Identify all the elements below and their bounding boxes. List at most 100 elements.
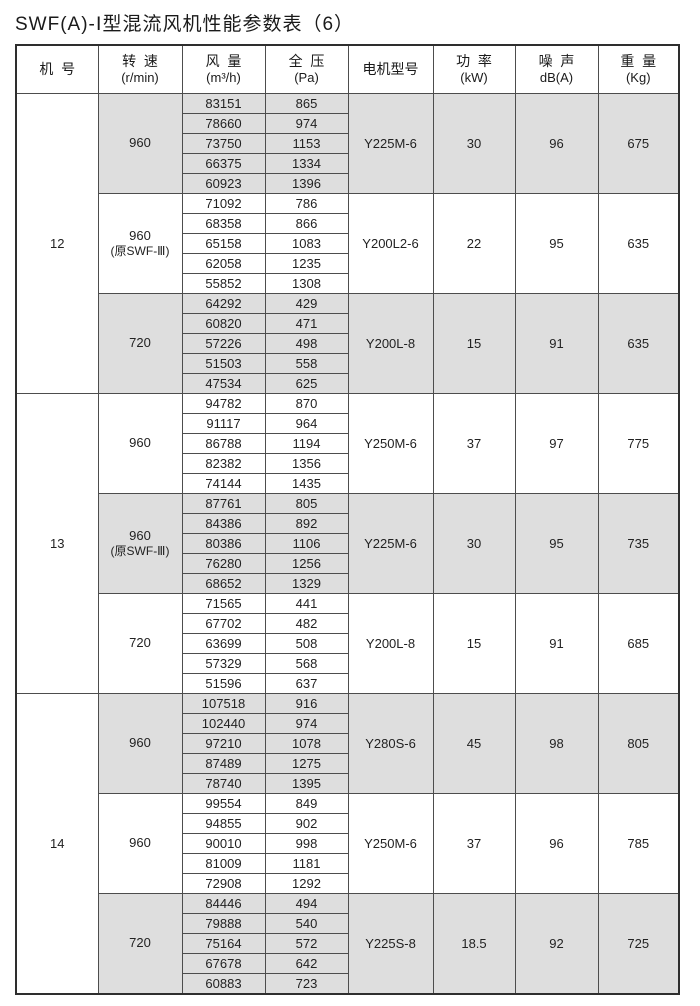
pressure-cell: 964 bbox=[264, 412, 349, 434]
table-row: 97210 1078 bbox=[16, 732, 679, 754]
air-volume-cell: 68358 bbox=[181, 212, 266, 234]
header-unit: (Kg) bbox=[625, 69, 651, 85]
pressure-cell: 625 bbox=[264, 372, 349, 394]
speed-value: 960 bbox=[129, 228, 151, 243]
pressure-cell: 866 bbox=[264, 212, 349, 234]
table-row: 720 64292 429 Y200L-8 15 91 635 bbox=[16, 292, 680, 394]
power-cell: 18.5 bbox=[432, 892, 516, 994]
table-row: 960 99554 849 Y250M-6 37 96 785 bbox=[16, 792, 680, 894]
power-cell: 15 bbox=[432, 292, 516, 394]
table-row: 51596 637 bbox=[16, 672, 679, 694]
speed-cell: 960 bbox=[97, 692, 183, 794]
air-volume-cell: 87761 bbox=[181, 492, 266, 514]
header-label: 机 号 bbox=[39, 60, 76, 77]
air-volume-cell: 47534 bbox=[181, 372, 266, 394]
speed-cell: 720 bbox=[97, 592, 183, 694]
pressure-cell: 1106 bbox=[264, 532, 349, 554]
pressure-cell: 902 bbox=[264, 812, 349, 834]
air-volume-cell: 78740 bbox=[181, 772, 266, 794]
air-volume-cell: 84386 bbox=[181, 512, 266, 534]
table-row: 84386 892 bbox=[16, 512, 679, 534]
noise-cell: 98 bbox=[514, 692, 599, 794]
column-header-air-volume: 风 量 (m³/h) bbox=[181, 44, 266, 94]
table-row: 79888 540 bbox=[16, 912, 679, 934]
air-volume-cell: 74144 bbox=[181, 472, 266, 494]
pressure-cell: 974 bbox=[264, 712, 349, 734]
air-volume-cell: 60820 bbox=[181, 312, 266, 334]
noise-cell: 91 bbox=[514, 292, 599, 394]
pressure-cell: 1308 bbox=[264, 272, 349, 294]
header-unit: (r/min) bbox=[121, 69, 159, 85]
weight-cell: 685 bbox=[597, 592, 680, 694]
speed-value: 960 bbox=[129, 735, 151, 750]
table-row: 78660 974 bbox=[16, 112, 679, 134]
motor-model-cell: Y200L-8 bbox=[347, 592, 434, 694]
table-row: 68652 1329 bbox=[16, 572, 679, 594]
air-volume-cell: 68652 bbox=[181, 572, 266, 594]
power-cell: 15 bbox=[432, 592, 516, 694]
speed-cell: 960 bbox=[97, 92, 183, 194]
table-row: 960 (原SWF-Ⅲ) 87761 805 Y225M-6 30 95 735 bbox=[16, 492, 680, 594]
pressure-cell: 441 bbox=[264, 592, 349, 614]
power-cell: 37 bbox=[432, 392, 516, 494]
table-row: 90010 998 bbox=[16, 832, 679, 854]
noise-cell: 95 bbox=[514, 492, 599, 594]
header-label: 风 量 bbox=[205, 52, 242, 69]
column-header-noise: 噪 声 dB(A) bbox=[514, 44, 599, 94]
table-row: 60820 471 bbox=[16, 312, 679, 334]
motor-model-cell: Y250M-6 bbox=[347, 392, 434, 494]
pressure-cell: 568 bbox=[264, 652, 349, 674]
machine-no-cell: 12 bbox=[15, 92, 99, 394]
air-volume-cell: 107518 bbox=[181, 692, 266, 714]
air-volume-cell: 84446 bbox=[181, 892, 266, 914]
column-header-total-pressure: 全 压 (Pa) bbox=[264, 44, 349, 94]
pressure-cell: 494 bbox=[264, 892, 349, 914]
pressure-cell: 723 bbox=[264, 972, 349, 994]
pressure-cell: 1395 bbox=[264, 772, 349, 794]
table-row: 72908 1292 bbox=[16, 872, 679, 894]
pressure-cell: 865 bbox=[264, 92, 349, 114]
pressure-cell: 558 bbox=[264, 352, 349, 374]
air-volume-cell: 79888 bbox=[181, 912, 266, 934]
power-cell: 45 bbox=[432, 692, 516, 794]
pressure-cell: 637 bbox=[264, 672, 349, 694]
air-volume-cell: 64292 bbox=[181, 292, 266, 314]
pressure-cell: 1334 bbox=[264, 152, 349, 174]
pressure-cell: 916 bbox=[264, 692, 349, 714]
noise-cell: 96 bbox=[514, 92, 599, 194]
noise-cell: 97 bbox=[514, 392, 599, 494]
speed-cell: 960 bbox=[97, 792, 183, 894]
pressure-cell: 1275 bbox=[264, 752, 349, 774]
pressure-cell: 498 bbox=[264, 332, 349, 354]
header-label: 转 速 bbox=[122, 52, 158, 69]
power-cell: 30 bbox=[432, 92, 516, 194]
pressure-cell: 1083 bbox=[264, 232, 349, 254]
pressure-cell: 1435 bbox=[264, 472, 349, 494]
header-label: 全 压 bbox=[288, 52, 325, 69]
air-volume-cell: 60923 bbox=[181, 172, 266, 194]
machine-no-cell: 13 bbox=[15, 392, 99, 694]
speed-note: (原SWF-Ⅲ) bbox=[110, 244, 170, 258]
column-header-motor-model: 电机型号 bbox=[347, 44, 434, 94]
air-volume-cell: 67702 bbox=[181, 612, 266, 634]
table-row: 12 960 83151 865 Y225M-6 30 96 675 bbox=[15, 92, 680, 394]
pressure-cell: 1235 bbox=[264, 252, 349, 274]
speed-cell: 720 bbox=[97, 892, 183, 994]
table-row: 87489 1275 bbox=[16, 752, 679, 774]
table-row: 66375 1334 bbox=[16, 152, 679, 174]
speed-cell: 720 bbox=[97, 292, 183, 394]
header-label: 功 率 bbox=[456, 52, 492, 69]
air-volume-cell: 72908 bbox=[181, 872, 266, 894]
motor-model-cell: Y200L2-6 bbox=[347, 192, 434, 294]
power-cell: 37 bbox=[432, 792, 516, 894]
header-row: 机 号 转 速 (r/min) 风 量 (m³/h) 全 压 (Pa) 电机型号… bbox=[15, 44, 680, 94]
table-row: 67678 642 bbox=[16, 952, 679, 974]
header-label: 噪 声 bbox=[538, 52, 575, 69]
table-row: 60883 723 bbox=[16, 972, 679, 994]
table-row: 63699 508 bbox=[16, 632, 679, 654]
air-volume-cell: 75164 bbox=[181, 932, 266, 954]
header-unit: dB(A) bbox=[539, 69, 574, 85]
air-volume-cell: 97210 bbox=[181, 732, 266, 754]
air-volume-cell: 102440 bbox=[181, 712, 266, 734]
